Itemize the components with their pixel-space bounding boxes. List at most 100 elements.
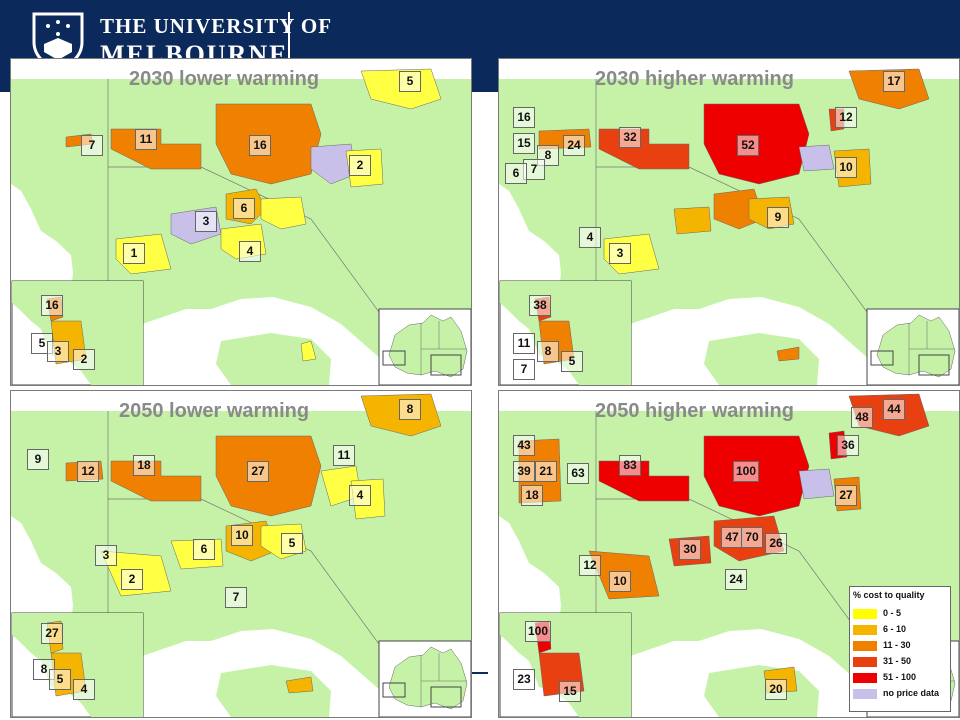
map-label: 21 xyxy=(535,461,557,482)
map-label: 18 xyxy=(133,455,155,476)
map-label: 5 xyxy=(561,351,583,372)
map-label: 7 xyxy=(513,359,535,380)
map-label: 30 xyxy=(679,539,701,560)
legend-swatch xyxy=(853,609,877,619)
map-label: 4 xyxy=(73,679,95,700)
legend-item: 31 - 50 xyxy=(853,655,949,669)
legend-label: 0 - 5 xyxy=(883,608,902,618)
map-panel-2030-lower: 2030 lower warming 5 7 11 16 2 3 6 1 4 1… xyxy=(10,58,472,386)
map-label: 39 xyxy=(513,461,535,482)
map-label: 15 xyxy=(513,133,535,154)
legend-item: 6 - 10 xyxy=(853,623,949,637)
map-label: 6 xyxy=(193,539,215,560)
map-label: 3 xyxy=(195,211,217,232)
map-label: 63 xyxy=(567,463,589,484)
map-label: 16 xyxy=(249,135,271,156)
legend-item: 51 - 100 xyxy=(853,671,949,685)
university-name-line1: THE UNIVERSITY OF xyxy=(100,14,333,38)
legend-label: no price data xyxy=(883,688,940,698)
map-label: 3 xyxy=(95,545,117,566)
legend-swatch xyxy=(853,689,877,699)
header-divider xyxy=(288,12,290,74)
map-label: 7 xyxy=(225,587,247,608)
legend-swatch xyxy=(853,673,877,683)
map-label: 11 xyxy=(135,129,157,150)
map-label: 27 xyxy=(835,485,857,506)
map-label: 2 xyxy=(349,155,371,176)
map-label: 44 xyxy=(883,399,905,420)
map-label: 24 xyxy=(563,135,585,156)
map-label: 6 xyxy=(505,163,527,184)
map-label: 4 xyxy=(579,227,601,248)
map-label: 12 xyxy=(835,107,857,128)
map-label: 18 xyxy=(521,485,543,506)
map-panel-2050-lower: 2050 lower warming 8 9 12 18 27 11 4 3 6… xyxy=(10,390,472,718)
map-label: 11 xyxy=(333,445,355,466)
map-label: 4 xyxy=(349,485,371,506)
legend-title: % cost to quality xyxy=(853,590,925,600)
map-label: 15 xyxy=(559,681,581,702)
map-label: 36 xyxy=(837,435,859,456)
map-label: 16 xyxy=(41,295,63,316)
map-legend: % cost to quality 0 - 5 6 - 10 11 - 30 3… xyxy=(849,586,951,712)
map-label: 12 xyxy=(579,555,601,576)
panel-title: 2030 lower warming xyxy=(129,68,320,90)
panel-title: 2050 lower warming xyxy=(119,400,310,422)
map-label: 17 xyxy=(883,71,905,92)
map-label: 100 xyxy=(525,621,552,642)
legend-label: 11 - 30 xyxy=(883,640,911,650)
map-label: 27 xyxy=(247,461,269,482)
map-panel-2030-higher: 2030 higher warming 17 16 15 8 24 32 52 … xyxy=(498,58,960,386)
map-label: 1 xyxy=(123,243,145,264)
map-label: 5 xyxy=(281,533,303,554)
map-label: 26 xyxy=(765,533,787,554)
map-label: 10 xyxy=(835,157,857,178)
map-label: 48 xyxy=(851,407,873,428)
legend-swatch xyxy=(853,625,877,635)
legend-item: no price data xyxy=(853,687,949,701)
map-label: 23 xyxy=(513,669,535,690)
map-2050-lower xyxy=(11,393,471,717)
map-label: 8 xyxy=(399,399,421,420)
legend-item: 11 - 30 xyxy=(853,639,949,653)
map-2030-lower xyxy=(11,68,471,385)
slide-divider xyxy=(472,672,488,674)
map-label: 6 xyxy=(233,198,255,219)
map-label: 8 xyxy=(537,341,559,362)
map-label: 47 xyxy=(721,527,743,548)
legend-label: 31 - 50 xyxy=(883,656,912,666)
map-label: 7 xyxy=(81,135,103,156)
map-label: 4 xyxy=(239,241,261,262)
map-label: 5 xyxy=(49,669,71,690)
map-label: 32 xyxy=(619,127,641,148)
map-label: 2 xyxy=(73,349,95,370)
legend-swatch xyxy=(853,657,877,667)
map-label: 38 xyxy=(529,295,551,316)
map-label: 9 xyxy=(27,449,49,470)
map-label: 43 xyxy=(513,435,535,456)
map-label: 27 xyxy=(41,623,63,644)
map-label: 20 xyxy=(765,679,787,700)
map-label: 70 xyxy=(741,527,763,548)
legend-label: 51 - 100 xyxy=(883,672,917,682)
map-label: 10 xyxy=(609,571,631,592)
map-label: 12 xyxy=(77,461,99,482)
legend-swatch xyxy=(853,641,877,651)
legend-item: 0 - 5 xyxy=(853,607,949,621)
map-2030-higher xyxy=(499,68,959,385)
map-label: 24 xyxy=(725,569,747,590)
panel-title: 2050 higher warming xyxy=(595,400,794,422)
map-label: 52 xyxy=(737,135,759,156)
map-label: 3 xyxy=(609,243,631,264)
map-label: 83 xyxy=(619,455,641,476)
map-label: 2 xyxy=(121,569,143,590)
map-label: 16 xyxy=(513,107,535,128)
panel-title: 2030 higher warming xyxy=(595,68,794,90)
map-label: 10 xyxy=(231,525,253,546)
map-label: 5 xyxy=(399,71,421,92)
map-label: 9 xyxy=(767,207,789,228)
map-label: 3 xyxy=(47,341,69,362)
map-label: 11 xyxy=(513,333,535,354)
legend-label: 6 - 10 xyxy=(883,624,907,634)
map-label: 100 xyxy=(733,461,760,482)
